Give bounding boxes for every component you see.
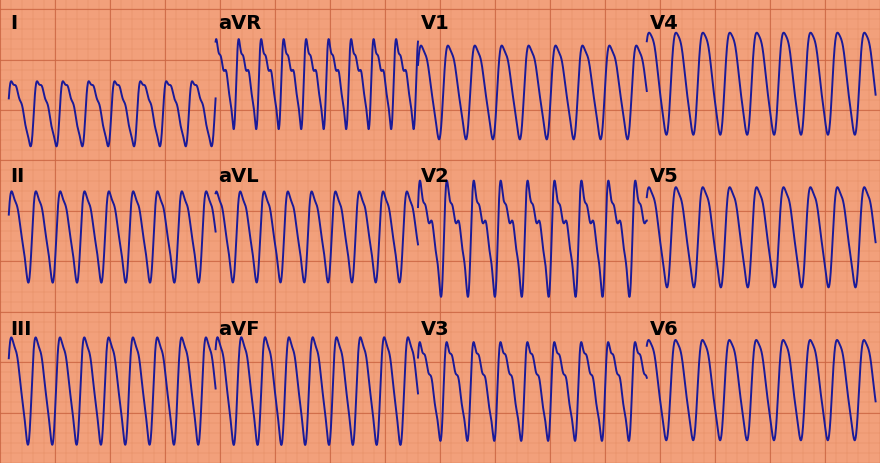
Text: V3: V3 [421,319,450,338]
Text: aVF: aVF [218,319,260,338]
Text: aVL: aVL [218,167,259,186]
Text: aVR: aVR [218,14,261,33]
Text: II: II [11,167,25,186]
Text: V1: V1 [421,14,450,33]
Text: V2: V2 [421,167,450,186]
Text: I: I [11,14,18,33]
Text: V5: V5 [649,167,678,186]
Text: V6: V6 [649,319,678,338]
Text: V4: V4 [649,14,678,33]
Text: III: III [11,319,32,338]
